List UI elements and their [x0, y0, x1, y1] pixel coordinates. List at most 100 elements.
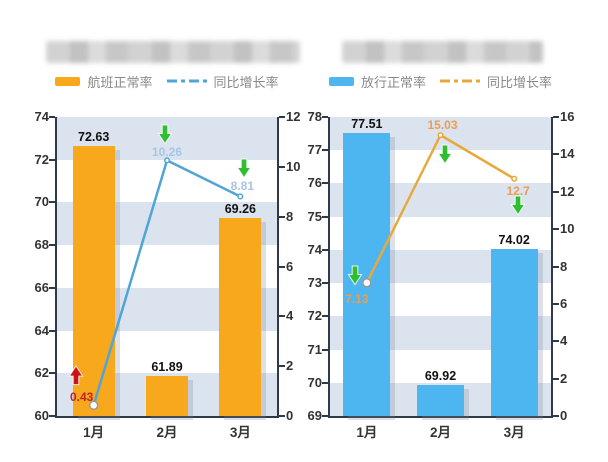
left-axis-tick: [49, 158, 55, 161]
right-axis-tick-label: 10: [286, 158, 301, 174]
grid-band: [330, 216, 551, 250]
left-axis-tick-label: 72: [307, 308, 322, 324]
right-axis-tick-label: 6: [286, 258, 294, 274]
right-axis-tick: [553, 415, 559, 417]
left-axis-tick: [322, 381, 328, 384]
left-axis-tick: [322, 215, 328, 218]
left-axis-tick: [322, 248, 328, 251]
decrease-arrow-icon: [510, 195, 526, 216]
grid-band: [57, 330, 277, 374]
left-axis-tick-label: 73: [307, 275, 322, 291]
left-axis-tick: [322, 415, 328, 417]
bar-value-label: 77.51: [351, 117, 383, 132]
legend-label: 航班正常率: [87, 74, 153, 90]
right-axis-tick: [553, 340, 559, 343]
right-axis-tick: [553, 116, 559, 118]
x-axis-label-2月: 2月: [429, 425, 452, 440]
growth-line: [362, 132, 518, 288]
grid-band: [57, 159, 277, 203]
growth-value-label: 15.03: [427, 118, 458, 133]
left-axis-tick-label: 68: [34, 237, 49, 253]
bar-value-label: 74.02: [498, 233, 530, 248]
left-axis-tick-label: 76: [307, 175, 322, 191]
legend-label: 放行正常率: [360, 74, 426, 90]
left-axis-tick-label: 64: [34, 322, 49, 338]
grid-band: [330, 349, 551, 383]
grid-band: [57, 373, 277, 416]
bar-1月: [72, 146, 115, 416]
legend-item: 同比增长率: [440, 72, 552, 91]
bar-series-swatch: [328, 76, 354, 86]
line-series-swatch: [440, 79, 480, 83]
left-axis-tick-label: 77: [307, 142, 322, 158]
redacted-chart-title: [46, 41, 300, 63]
line-series-swatch: [166, 79, 207, 83]
growth-value-label: 12.7: [506, 183, 530, 198]
decrease-arrow-icon: [157, 124, 173, 145]
right-axis-tick: [553, 265, 559, 268]
right-axis-tick-label: 4: [286, 308, 294, 324]
right-axis-tick-label: 0: [560, 408, 568, 423]
grid-band: [330, 183, 551, 217]
grid-band: [57, 287, 277, 331]
left-axis-tick-label: 72: [34, 151, 49, 167]
grid-band: [57, 245, 277, 288]
increase-arrow-icon: [68, 365, 84, 386]
right-axis-tick-label: 12: [560, 183, 575, 199]
legend-item: 同比增长率: [166, 72, 279, 91]
left-axis-tick-label: 66: [34, 279, 49, 295]
left-axis-tick-label: 78: [307, 109, 322, 124]
right-axis-tick-label: 6: [560, 295, 568, 311]
right-axis-tick: [279, 215, 285, 218]
left-axis-tick-label: 60: [34, 408, 49, 423]
x-axis-label-3月: 3月: [229, 425, 251, 440]
right-axis-tick: [279, 165, 285, 168]
left-axis-tick: [49, 201, 55, 204]
line-point-2月: [437, 132, 444, 139]
grid-band: [57, 202, 277, 246]
legend-item: 航班正常率: [55, 72, 153, 91]
grid-band: [330, 382, 551, 416]
plot-area: [55, 117, 279, 418]
growth-value-label: 8.81: [230, 179, 255, 194]
x-axis-label-1月: 1月: [356, 425, 378, 440]
redacted-chart-title: [342, 41, 543, 63]
bar-value-label: 69.26: [224, 202, 256, 217]
line-point-3月: [237, 193, 244, 200]
x-axis-label-3月: 3月: [503, 425, 525, 440]
right-axis-tick: [553, 377, 559, 380]
legend-label: 同比增长率: [487, 74, 553, 90]
plot-area: [328, 117, 553, 418]
bar-value-label: 72.63: [78, 130, 110, 145]
left-axis-tick: [322, 282, 328, 285]
right-axis-tick: [279, 265, 285, 268]
right-axis-tick-label: 14: [560, 146, 575, 162]
right-axis-tick-label: 4: [560, 333, 568, 349]
left-axis-tick: [322, 149, 328, 152]
left-axis-tick-label: 62: [34, 365, 49, 381]
left-axis-tick: [49, 329, 55, 332]
growth-line: [88, 157, 244, 411]
left-axis-tick-label: 70: [307, 374, 322, 390]
left-axis-tick-label: 74: [34, 109, 49, 124]
line-point-1月: [362, 278, 372, 288]
right-axis-tick-label: 2: [286, 358, 294, 374]
bar-value-label: 61.89: [151, 359, 183, 374]
left-axis-tick: [322, 315, 328, 318]
x-axis-label-2月: 2月: [156, 425, 178, 440]
left-axis-tick: [49, 244, 55, 247]
decrease-arrow-icon: [347, 265, 363, 286]
line-point-2月: [163, 157, 171, 164]
left-axis-tick: [49, 415, 55, 417]
left-axis-tick: [49, 116, 55, 118]
growth-value-label: 0.43: [69, 390, 94, 405]
grid-band: [330, 249, 551, 284]
grid-band: [330, 117, 551, 151]
right-axis-tick-label: 2: [560, 370, 568, 386]
left-axis-tick-label: 70: [34, 194, 49, 210]
bar-3月: [219, 218, 262, 416]
grid-band: [330, 316, 551, 350]
